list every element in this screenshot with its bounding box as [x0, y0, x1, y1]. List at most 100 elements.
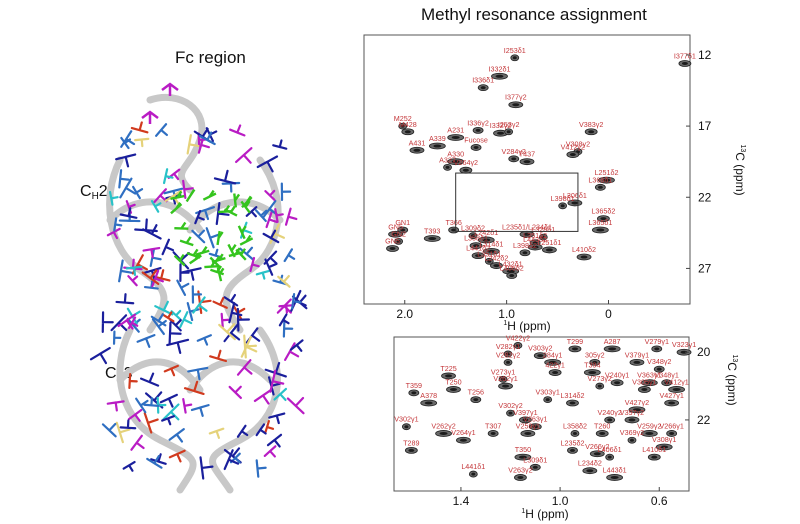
bottom-peak-label: T289 [403, 438, 419, 447]
bottom-y-axis-base: C (ppm) [725, 362, 739, 405]
sidechain-stick [143, 280, 159, 290]
bottom-x-axis-base: H (ppm) [525, 507, 568, 521]
sidechain-stick [143, 397, 160, 407]
bottom-peak-core [522, 418, 529, 422]
top-peak-label: M252 [394, 114, 412, 123]
bottom-peak-core [508, 411, 513, 415]
top-peak-label: GN5 [385, 236, 400, 245]
top-peak-label: L443δ2 [523, 235, 547, 244]
bottom-peak-label: V397γ2 [620, 408, 644, 417]
sidechain-stick [265, 210, 278, 229]
top-y-axis-ticks: 12 17 22 27 [686, 48, 712, 275]
sidechain-stick [218, 323, 236, 341]
top-peak-core [480, 86, 486, 90]
top-y-tick-label: 17 [698, 119, 712, 133]
sidechain-stick [220, 312, 230, 328]
top-peak-core [506, 130, 511, 134]
bottom-peak-core [548, 360, 557, 364]
sidechain-stick [182, 179, 194, 199]
glycan-stick [210, 265, 225, 276]
bottom-peak-core [592, 360, 598, 364]
sidechain-stick [228, 385, 243, 400]
bottom-peak-core [669, 431, 675, 435]
top-peak-core [392, 232, 400, 236]
top-peak-core [473, 145, 479, 149]
top-spectrum-contours [386, 54, 692, 279]
sidechain-stick [278, 304, 295, 314]
glycan-stick [179, 236, 194, 247]
sidechain-stick [183, 380, 205, 395]
top-peak-label: L242δ2 [484, 254, 508, 263]
sidechain-stick [264, 189, 276, 201]
top-peak-label: GN1 [395, 218, 410, 227]
bottom-peak-core [599, 431, 606, 435]
sidechain-stick [106, 227, 121, 240]
glycan-stick [204, 259, 219, 269]
bottom-peak-core [515, 343, 520, 347]
ch2-base: C [80, 183, 92, 200]
bottom-x-tick-label: 1.4 [453, 494, 470, 508]
sidechain-stick [119, 177, 137, 199]
bottom-peak-core [628, 418, 636, 422]
bottom-peak-label: L443δ1 [603, 465, 627, 474]
top-peak-core [506, 269, 515, 273]
top-peak-label: L365δ2 [591, 207, 615, 216]
top-peak-core [404, 130, 411, 134]
bottom-peak-label: V262γ1 [493, 374, 517, 383]
zoom-region-box [455, 172, 579, 232]
bottom-y-tick-label: 22 [697, 413, 711, 427]
bottom-peak-core [610, 475, 619, 479]
sidechain-stick [229, 124, 246, 137]
bottom-peak-label: L309δ1 [523, 455, 547, 464]
bottom-peak-core [537, 354, 544, 358]
top-peak-label: T393 [424, 227, 440, 236]
sidechain-stick [255, 459, 267, 478]
bottom-peak-label: V302γ1 [394, 415, 418, 424]
top-peak-label: T437 [519, 150, 535, 159]
top-peak-core [451, 160, 460, 164]
bottom-peak-label: V279γ1 [645, 337, 669, 346]
bottom-peak-core [518, 455, 527, 459]
top-peak-label: V284γ2 [502, 147, 526, 156]
sidechain-stick [215, 201, 230, 226]
top-peak-core [493, 264, 500, 268]
top-peak-label: L368δ1 [588, 175, 612, 184]
sidechain-stick [150, 199, 162, 213]
sidechain-stick [280, 182, 292, 202]
bottom-peak-label: L410δ1 [642, 445, 666, 454]
bottom-peak-core [502, 384, 510, 388]
sidechain-stick [108, 190, 119, 206]
sidechain-stick [262, 199, 279, 219]
top-peak-core [495, 74, 504, 78]
top-peak-core [475, 254, 482, 258]
bottom-peak-label: V303γ2 [528, 344, 552, 353]
bottom-peak-label: A287 [604, 337, 621, 346]
top-peak-core [451, 228, 457, 232]
bottom-peak-label: T225 [440, 364, 456, 373]
sidechain-stick [169, 319, 182, 332]
bottom-peak-label: V379γ1 [625, 350, 649, 359]
top-peak-core [580, 255, 588, 259]
top-peak-label: Fucose [464, 135, 488, 144]
sidechain-stick [278, 313, 290, 327]
sidechain-stick [125, 265, 143, 276]
sidechain-stick [239, 246, 254, 261]
sidechain-stick [155, 123, 168, 137]
bottom-peak-label: T359 [406, 381, 422, 390]
bottom-peak-core [545, 398, 550, 402]
top-peak-label: L398δ1 [551, 194, 575, 203]
sidechain-stick [192, 296, 208, 314]
top-x-axis-label: 1H (ppm) [503, 319, 550, 333]
sidechain-stick [164, 189, 182, 205]
bottom-peak-core [654, 347, 660, 351]
top-peak-core [541, 235, 546, 239]
sidechain-stick [127, 275, 139, 287]
bottom-peak-core [404, 425, 409, 429]
glycan-stick [228, 247, 243, 258]
sidechain-stick [236, 424, 249, 438]
top-peak-label: L398δ2 [513, 241, 537, 250]
sidechain-stick [119, 419, 137, 430]
sidechain-stick [162, 168, 174, 185]
sidechain-stick [168, 428, 185, 443]
